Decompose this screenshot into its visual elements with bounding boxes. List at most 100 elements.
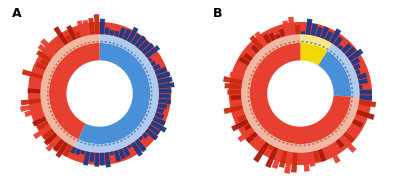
Polygon shape [250,43,351,144]
Polygon shape [21,99,41,105]
Polygon shape [350,104,352,107]
Polygon shape [343,120,346,123]
Polygon shape [76,45,79,47]
Polygon shape [47,94,49,97]
Polygon shape [351,91,353,94]
Polygon shape [123,29,131,40]
Polygon shape [47,99,49,101]
Polygon shape [343,132,355,143]
Polygon shape [80,44,83,46]
Polygon shape [156,108,164,114]
Polygon shape [332,142,339,150]
Polygon shape [75,31,81,39]
Polygon shape [116,141,119,143]
Polygon shape [100,41,103,42]
Polygon shape [270,135,273,138]
Polygon shape [306,41,308,43]
Polygon shape [255,135,261,142]
Polygon shape [250,108,252,111]
Polygon shape [124,137,126,140]
Polygon shape [274,138,277,140]
Polygon shape [243,53,253,61]
Polygon shape [120,140,123,142]
Polygon shape [314,43,317,45]
Polygon shape [123,147,130,157]
Polygon shape [150,61,156,66]
Polygon shape [150,99,152,101]
Polygon shape [146,114,148,117]
Polygon shape [263,34,272,44]
Polygon shape [38,112,45,118]
Polygon shape [313,150,320,162]
Polygon shape [336,139,344,148]
Polygon shape [77,20,86,37]
Polygon shape [40,59,49,66]
Polygon shape [246,132,258,143]
Polygon shape [223,76,242,85]
Polygon shape [295,25,300,34]
Polygon shape [298,153,303,164]
Polygon shape [54,45,61,51]
Polygon shape [63,54,66,57]
Polygon shape [118,27,126,39]
Polygon shape [248,50,256,57]
Polygon shape [268,33,276,41]
Polygon shape [239,56,250,66]
Polygon shape [100,19,105,34]
Polygon shape [345,47,356,57]
Polygon shape [92,144,95,146]
Polygon shape [276,46,279,48]
Polygon shape [290,144,293,146]
Polygon shape [55,121,58,124]
Polygon shape [238,128,254,142]
Polygon shape [333,53,336,56]
Polygon shape [58,60,60,63]
Polygon shape [279,150,288,168]
Polygon shape [253,116,256,119]
Polygon shape [318,51,351,97]
Polygon shape [302,41,304,43]
Polygon shape [48,106,51,109]
Polygon shape [334,36,343,47]
Polygon shape [359,85,363,89]
Polygon shape [265,147,278,168]
Polygon shape [80,150,86,155]
Polygon shape [340,123,343,126]
Polygon shape [134,54,136,57]
Polygon shape [131,142,143,157]
Polygon shape [29,77,42,84]
Polygon shape [104,41,107,43]
Polygon shape [349,123,358,131]
Polygon shape [66,133,69,136]
Polygon shape [131,33,141,45]
Polygon shape [88,18,95,35]
Polygon shape [230,100,242,106]
Polygon shape [63,144,72,157]
Polygon shape [360,95,372,101]
Polygon shape [356,110,375,120]
Polygon shape [329,28,341,44]
Polygon shape [249,78,252,81]
Polygon shape [248,87,250,89]
Polygon shape [318,149,326,162]
Polygon shape [150,102,152,105]
Polygon shape [342,62,344,65]
Polygon shape [153,117,166,126]
Polygon shape [291,152,298,173]
Polygon shape [139,124,142,127]
Polygon shape [334,130,337,133]
Polygon shape [88,143,91,145]
Polygon shape [249,104,251,107]
Polygon shape [227,89,241,95]
Polygon shape [73,137,76,140]
Polygon shape [51,70,54,73]
Polygon shape [92,41,95,43]
Polygon shape [108,42,111,44]
Polygon shape [42,129,54,140]
Polygon shape [48,78,51,81]
Polygon shape [51,114,54,117]
Polygon shape [94,153,99,167]
Polygon shape [20,103,42,112]
Polygon shape [348,49,363,61]
Polygon shape [231,95,241,100]
